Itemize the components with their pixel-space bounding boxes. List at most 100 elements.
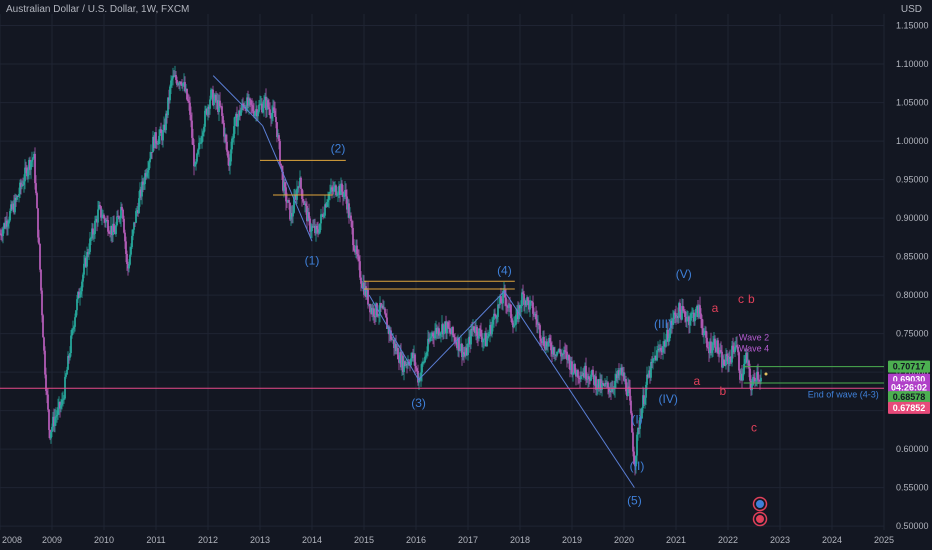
candle-body <box>458 337 460 351</box>
candle-body <box>156 143 158 145</box>
candle-body <box>699 305 701 314</box>
candle-body <box>721 351 723 368</box>
candle-body <box>146 172 148 177</box>
annotation-label: Wave 4 <box>739 343 769 353</box>
candle-body <box>179 81 181 85</box>
candle-body <box>32 158 34 160</box>
candle-body <box>658 349 660 351</box>
candle-body <box>652 358 654 363</box>
candle-body <box>41 290 43 316</box>
candle-body <box>743 363 745 374</box>
candle-body <box>586 378 588 380</box>
candle-body <box>579 377 581 380</box>
candle-body <box>636 434 638 456</box>
candle-body <box>262 107 264 113</box>
candle-body <box>89 238 91 252</box>
candle-body <box>330 187 332 192</box>
candle-body <box>569 360 571 370</box>
economic-event-icon[interactable] <box>752 511 768 527</box>
candle-body <box>555 354 557 356</box>
candle-body <box>325 204 327 207</box>
trend-line <box>418 290 505 381</box>
candle-body <box>534 314 536 316</box>
candle-body <box>641 408 643 419</box>
candle-body <box>711 350 713 353</box>
candle-body <box>72 328 74 330</box>
candle-body <box>590 374 592 381</box>
candle-body <box>303 201 305 205</box>
candle-body <box>604 383 606 386</box>
candle-body <box>304 203 306 205</box>
candle-body <box>213 98 215 106</box>
candle-body <box>433 336 435 339</box>
candle-body <box>320 214 322 224</box>
x-tick-label: 2017 <box>458 535 478 545</box>
event-markers[interactable] <box>752 496 768 527</box>
candle-body <box>373 308 375 317</box>
candle-body <box>514 324 516 326</box>
candle-body <box>137 210 139 214</box>
candle-body <box>309 218 311 232</box>
candle-body <box>503 290 505 292</box>
candle-body <box>613 388 615 390</box>
candle-body <box>556 351 558 356</box>
candle-body <box>572 372 574 375</box>
candle-body <box>347 203 349 210</box>
candle-body <box>519 305 521 309</box>
candle-body <box>516 309 518 315</box>
candle-body <box>393 339 395 349</box>
trend-line <box>212 75 263 127</box>
candle-body <box>109 233 111 234</box>
candle-body <box>0 233 2 236</box>
candle-body <box>348 203 350 218</box>
candle-body <box>578 377 580 379</box>
candle-body <box>702 328 704 336</box>
candle-body <box>397 348 399 360</box>
candle-body <box>152 136 154 153</box>
wave-label: (IV) <box>659 392 678 406</box>
candle-body <box>17 196 19 197</box>
candle-body <box>77 292 79 300</box>
candle-body <box>528 300 530 310</box>
candle-body <box>385 313 387 318</box>
candle-body <box>114 231 116 235</box>
x-tick-label: 2018 <box>510 535 530 545</box>
candle-body <box>310 231 312 232</box>
candle-body <box>136 210 138 212</box>
candle-body <box>610 390 612 393</box>
candle-body <box>164 124 166 131</box>
candle-body <box>720 350 722 352</box>
candle-body <box>626 391 628 397</box>
candle-body <box>349 215 351 218</box>
candle-body <box>616 374 618 379</box>
candle-body <box>302 198 304 202</box>
candle-body <box>445 321 447 334</box>
candle-body <box>500 296 502 303</box>
candle-body <box>430 336 432 338</box>
candle-body <box>647 374 649 378</box>
candle-body <box>90 237 92 239</box>
candle-body <box>338 185 340 194</box>
candle-body <box>457 337 459 349</box>
annotation-label: Wave 2 <box>739 333 769 343</box>
candle-body <box>369 303 371 313</box>
candle-body <box>367 289 369 305</box>
candle-body <box>260 103 262 105</box>
candle-body <box>712 342 714 351</box>
price-badge-label: 0.70717 <box>893 362 926 372</box>
candle-body <box>631 413 633 433</box>
candle-body <box>466 347 468 356</box>
candle-body <box>611 387 613 393</box>
candle-body <box>140 189 142 197</box>
candle-body <box>482 339 484 343</box>
candle-body <box>38 237 40 244</box>
candle-body <box>81 281 83 292</box>
candle-body <box>669 328 671 339</box>
candle-body <box>742 373 744 381</box>
candle-body <box>355 245 357 253</box>
candle-body <box>322 214 324 217</box>
candle-body <box>752 377 754 386</box>
economic-event-icon[interactable] <box>752 496 768 512</box>
y-tick-label: 0.80000 <box>896 290 929 300</box>
